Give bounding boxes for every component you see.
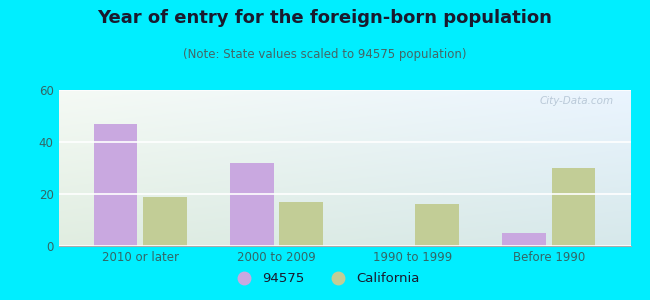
Bar bbox=[230, 163, 274, 246]
Legend: 94575, California: 94575, California bbox=[226, 267, 424, 290]
Bar bbox=[94, 124, 138, 246]
Text: (Note: State values scaled to 94575 population): (Note: State values scaled to 94575 popu… bbox=[183, 48, 467, 61]
Bar bbox=[143, 196, 187, 246]
Bar bbox=[502, 233, 546, 246]
Bar bbox=[551, 168, 595, 246]
Bar bbox=[279, 202, 322, 246]
Text: Year of entry for the foreign-born population: Year of entry for the foreign-born popul… bbox=[98, 9, 552, 27]
Text: City-Data.com: City-Data.com bbox=[540, 96, 614, 106]
Bar bbox=[415, 204, 459, 246]
